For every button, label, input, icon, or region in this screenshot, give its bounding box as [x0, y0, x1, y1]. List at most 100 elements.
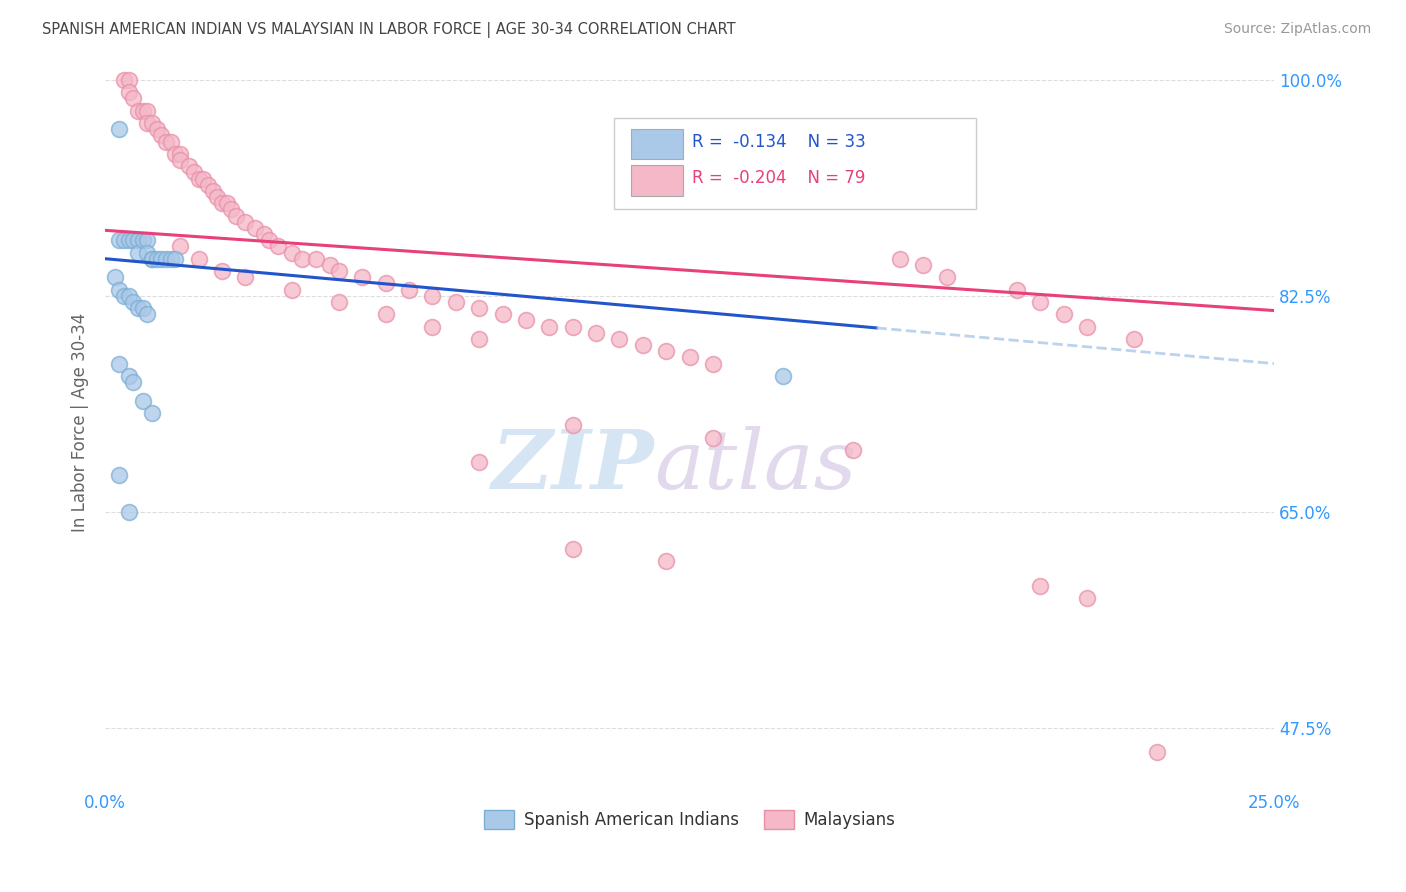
- Point: [468, 332, 491, 346]
- Point: [117, 85, 139, 99]
- Point: [655, 344, 678, 359]
- Point: [468, 301, 491, 315]
- Point: [221, 202, 243, 217]
- Point: [235, 215, 257, 229]
- Point: [935, 270, 957, 285]
- Point: [131, 233, 153, 247]
- Point: [108, 357, 131, 371]
- Text: ZIP: ZIP: [492, 426, 655, 507]
- Point: [169, 146, 191, 161]
- Point: [842, 442, 865, 457]
- Point: [117, 289, 139, 303]
- Point: [702, 431, 724, 445]
- Point: [127, 233, 149, 247]
- Point: [468, 455, 491, 469]
- Point: [515, 313, 537, 327]
- Point: [187, 171, 209, 186]
- Point: [772, 368, 794, 383]
- Point: [281, 245, 304, 260]
- Point: [159, 135, 181, 149]
- Y-axis label: In Labor Force | Age 30-34: In Labor Force | Age 30-34: [72, 312, 89, 532]
- Point: [131, 393, 153, 408]
- Point: [1146, 745, 1168, 759]
- Point: [127, 301, 149, 315]
- Point: [150, 128, 173, 143]
- Point: [112, 72, 135, 87]
- Point: [422, 319, 444, 334]
- Point: [108, 122, 131, 136]
- Text: R =  -0.134    N = 33: R = -0.134 N = 33: [692, 133, 866, 151]
- Point: [609, 332, 631, 346]
- Point: [122, 375, 145, 389]
- Point: [136, 245, 159, 260]
- Point: [145, 252, 167, 266]
- Point: [155, 135, 177, 149]
- Point: [1029, 294, 1052, 309]
- Point: [136, 233, 159, 247]
- Point: [328, 264, 350, 278]
- Point: [257, 233, 280, 247]
- Point: [304, 252, 326, 266]
- Point: [201, 184, 224, 198]
- Point: [131, 103, 153, 118]
- Point: [281, 283, 304, 297]
- Point: [165, 252, 187, 266]
- Point: [122, 294, 145, 309]
- Point: [141, 116, 163, 130]
- Point: [155, 252, 177, 266]
- Point: [136, 116, 159, 130]
- Point: [398, 283, 420, 297]
- Point: [122, 233, 145, 247]
- Point: [290, 252, 312, 266]
- Point: [127, 245, 149, 260]
- Point: [538, 319, 561, 334]
- Point: [352, 270, 374, 285]
- Point: [183, 165, 205, 179]
- Point: [678, 351, 700, 365]
- Point: [225, 209, 247, 223]
- Point: [169, 153, 191, 167]
- FancyBboxPatch shape: [631, 128, 682, 160]
- Point: [655, 554, 678, 568]
- Point: [1076, 591, 1098, 605]
- Point: [491, 307, 513, 321]
- Point: [631, 338, 654, 352]
- Point: [211, 264, 233, 278]
- Point: [702, 357, 724, 371]
- Point: [211, 196, 233, 211]
- Point: [1122, 332, 1144, 346]
- Point: [117, 233, 139, 247]
- Point: [215, 196, 238, 211]
- Point: [112, 233, 135, 247]
- Point: [1029, 579, 1052, 593]
- Point: [561, 319, 583, 334]
- Point: [1052, 307, 1074, 321]
- FancyBboxPatch shape: [631, 165, 682, 196]
- Point: [422, 289, 444, 303]
- Point: [561, 418, 583, 433]
- Point: [108, 283, 131, 297]
- Point: [889, 252, 911, 266]
- Point: [585, 326, 607, 340]
- Point: [328, 294, 350, 309]
- Point: [253, 227, 276, 241]
- Point: [179, 159, 201, 173]
- Point: [318, 258, 340, 272]
- Point: [141, 252, 163, 266]
- Point: [117, 72, 139, 87]
- Point: [243, 220, 266, 235]
- Point: [1076, 319, 1098, 334]
- Point: [136, 103, 159, 118]
- Point: [117, 368, 139, 383]
- Text: SPANISH AMERICAN INDIAN VS MALAYSIAN IN LABOR FORCE | AGE 30-34 CORRELATION CHAR: SPANISH AMERICAN INDIAN VS MALAYSIAN IN …: [42, 22, 735, 38]
- Point: [207, 190, 229, 204]
- Point: [159, 252, 181, 266]
- Text: R =  -0.204    N = 79: R = -0.204 N = 79: [692, 169, 865, 187]
- Point: [122, 91, 145, 105]
- Point: [112, 289, 135, 303]
- Point: [267, 239, 290, 253]
- Point: [444, 294, 467, 309]
- Point: [150, 252, 173, 266]
- Point: [374, 307, 396, 321]
- Text: atlas: atlas: [655, 426, 856, 507]
